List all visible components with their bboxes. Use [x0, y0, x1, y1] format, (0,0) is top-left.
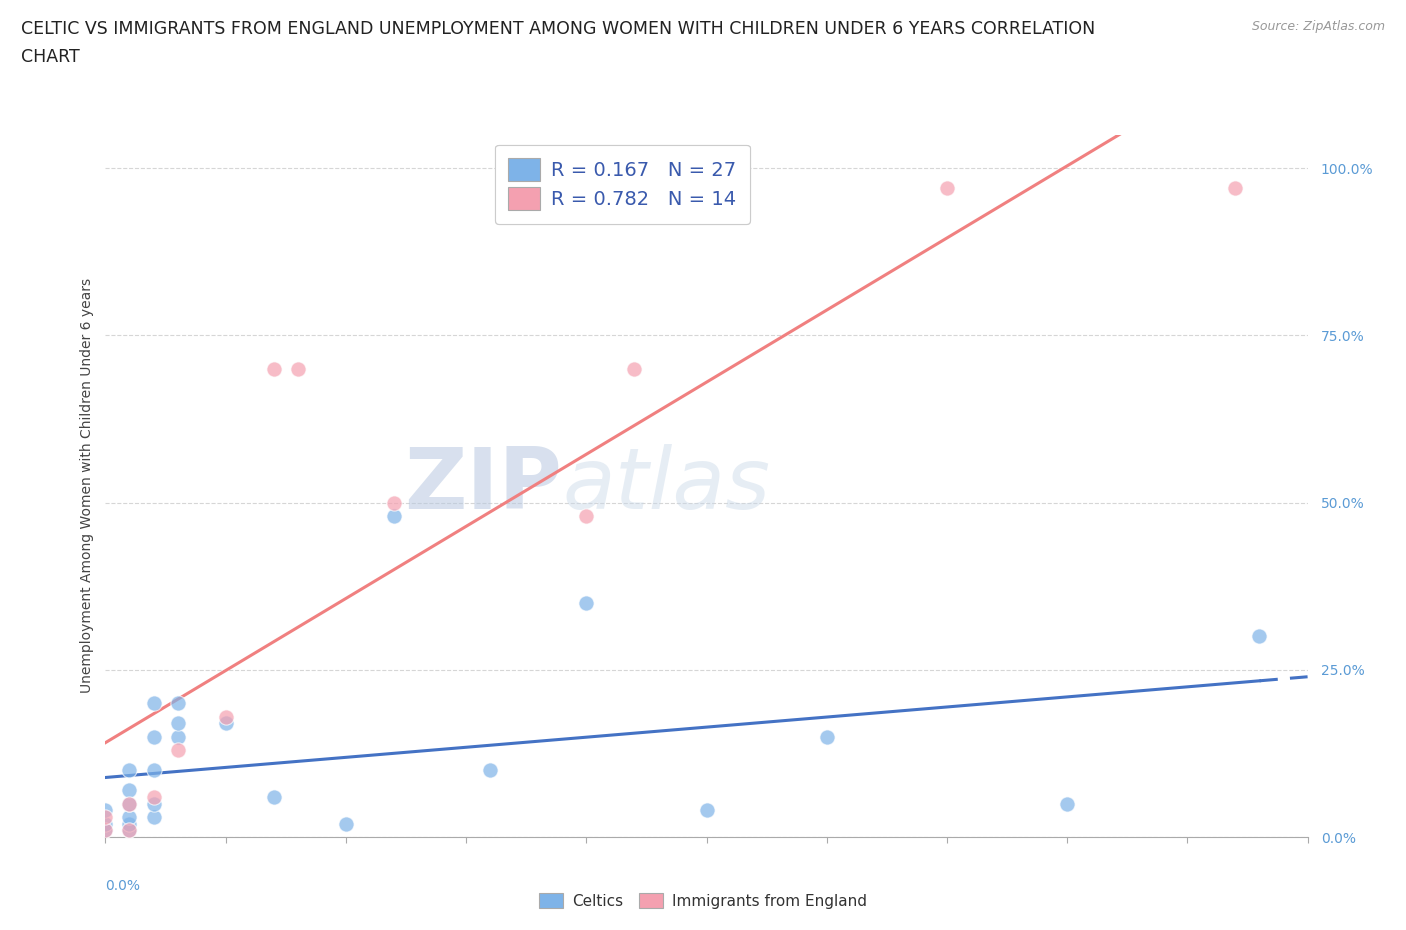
Point [142, 809, 165, 824]
Point [118, 809, 141, 824]
Point [142, 696, 165, 711]
Point [936, 181, 959, 196]
Point [166, 743, 188, 758]
Point [118, 823, 141, 838]
Point [382, 509, 405, 524]
Point [815, 729, 838, 744]
Text: 0.0%: 0.0% [105, 879, 141, 893]
Point [287, 362, 309, 377]
Point [382, 495, 405, 510]
Point [118, 783, 141, 798]
Text: Source: ZipAtlas.com: Source: ZipAtlas.com [1251, 20, 1385, 33]
Point [479, 763, 502, 777]
Y-axis label: Unemployment Among Women with Children Under 6 years: Unemployment Among Women with Children U… [80, 278, 94, 694]
Point [94, 823, 117, 838]
Legend: R = 0.167   N = 27, R = 0.782   N = 14: R = 0.167 N = 27, R = 0.782 N = 14 [495, 144, 749, 223]
Point [214, 710, 236, 724]
Point [263, 790, 285, 804]
Text: ZIP: ZIP [405, 445, 562, 527]
Point [142, 790, 165, 804]
Point [263, 362, 285, 377]
Point [166, 729, 188, 744]
Legend: Celtics, Immigrants from England: Celtics, Immigrants from England [533, 886, 873, 915]
Point [142, 763, 165, 777]
Point [1056, 796, 1078, 811]
Point [118, 817, 141, 831]
Point [118, 796, 141, 811]
Point [166, 716, 188, 731]
Point [142, 729, 165, 744]
Point [1249, 629, 1271, 644]
Point [575, 595, 598, 610]
Point [696, 803, 718, 817]
Point [335, 817, 357, 831]
Text: CHART: CHART [21, 48, 80, 66]
Point [94, 809, 117, 824]
Point [623, 362, 645, 377]
Point [118, 823, 141, 838]
Point [575, 509, 598, 524]
Point [118, 763, 141, 777]
Point [94, 823, 117, 838]
Point [1225, 181, 1247, 196]
Point [142, 796, 165, 811]
Point [214, 716, 236, 731]
Point [118, 796, 141, 811]
Text: CELTIC VS IMMIGRANTS FROM ENGLAND UNEMPLOYMENT AMONG WOMEN WITH CHILDREN UNDER 6: CELTIC VS IMMIGRANTS FROM ENGLAND UNEMPL… [21, 20, 1095, 38]
Text: atlas: atlas [562, 445, 770, 527]
Point [94, 803, 117, 817]
Point [166, 696, 188, 711]
Point [94, 817, 117, 831]
